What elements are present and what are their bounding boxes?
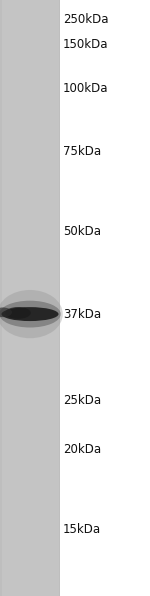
- Bar: [0, 0, 60, 596]
- Ellipse shape: [0, 301, 61, 328]
- Bar: [60, 0, 150, 596]
- Text: 75kDa: 75kDa: [63, 145, 101, 159]
- Text: 20kDa: 20kDa: [63, 443, 101, 457]
- Bar: [2, 0, 58, 596]
- Text: 25kDa: 25kDa: [63, 394, 101, 407]
- Text: 100kDa: 100kDa: [63, 82, 108, 95]
- Ellipse shape: [0, 308, 12, 317]
- Ellipse shape: [5, 307, 31, 319]
- Ellipse shape: [2, 307, 58, 321]
- Ellipse shape: [0, 290, 63, 339]
- Text: 37kDa: 37kDa: [63, 308, 101, 321]
- Text: 250kDa: 250kDa: [63, 13, 108, 26]
- Text: 50kDa: 50kDa: [63, 225, 101, 238]
- Text: 15kDa: 15kDa: [63, 523, 101, 536]
- Text: 150kDa: 150kDa: [63, 38, 108, 51]
